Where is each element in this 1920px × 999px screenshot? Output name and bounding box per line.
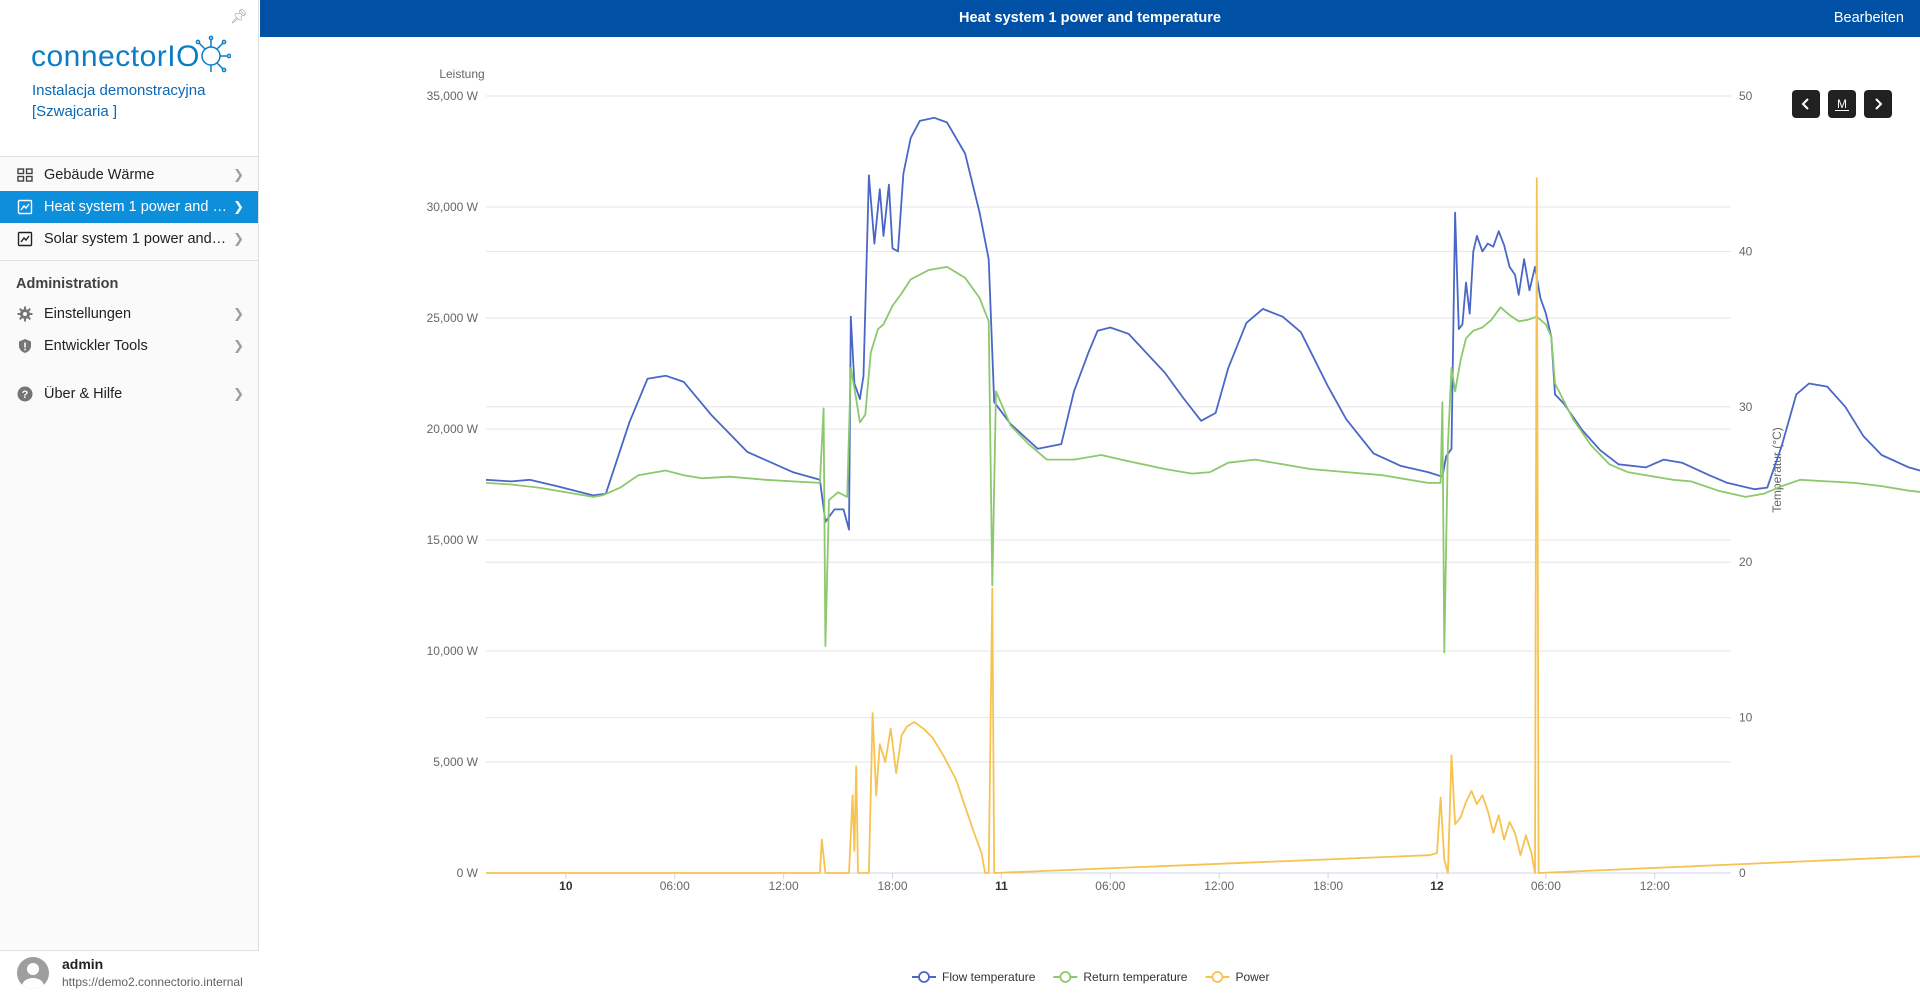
series-line-flow-temperature bbox=[485, 116, 1920, 531]
sidebar-item-label: Einstellungen bbox=[44, 306, 132, 322]
sidebar-item-label: Heat system 1 power and temperature bbox=[44, 199, 229, 215]
user-url: https://demo2.connectorio.internal bbox=[62, 975, 243, 989]
circuit-icon bbox=[195, 35, 231, 73]
y-axis-label: Leistung bbox=[439, 67, 484, 81]
y2-tick-label: 30 bbox=[1739, 400, 1753, 414]
page-title: Heat system 1 power and temperature bbox=[959, 10, 1221, 26]
y-tick-label: 35,000 W bbox=[427, 89, 479, 103]
pin-icon[interactable]: 📌︎ bbox=[230, 8, 248, 24]
admin-section-title: Administration bbox=[16, 276, 119, 292]
chart-icon bbox=[16, 198, 34, 216]
chevron-right-icon bbox=[1875, 98, 1883, 110]
chart-area: M 0 W 5,000 W 10,000 W 15,000 W 20,000 W 25,0… bbox=[260, 37, 1920, 994]
x-tick-label: 11 bbox=[995, 879, 1008, 893]
x-tick-label: 10 bbox=[559, 879, 573, 893]
sidebar-item-label: Solar system 1 power and temperature bbox=[44, 231, 229, 247]
connectorio-logo: connectorIO bbox=[31, 35, 231, 73]
chevron-left-icon bbox=[1801, 98, 1809, 110]
user-name: admin bbox=[62, 956, 104, 972]
series-line-power bbox=[486, 177, 1920, 874]
svg-text:?: ? bbox=[22, 389, 29, 401]
y-tick-label: 0 W bbox=[457, 866, 479, 880]
x-tick-label: 12:00 bbox=[1204, 879, 1234, 893]
chevron-right-icon: ❯ bbox=[233, 386, 244, 401]
shield-icon bbox=[16, 337, 34, 355]
chart-legend: Flow temperature Return temperature Power bbox=[912, 970, 1269, 984]
user-icon bbox=[22, 963, 44, 989]
sidebar-item-label: Entwickler Tools bbox=[44, 338, 148, 354]
y2-tick-label: 50 bbox=[1739, 89, 1753, 103]
y2-tick-label: 40 bbox=[1739, 244, 1753, 258]
y-axis-power: 0 W 5,000 W 10,000 W 15,000 W 20,000 W 25,000… bbox=[427, 89, 479, 880]
dashboard-nav: Gebäude Wärme ❯ Heat system 1 power and … bbox=[0, 157, 258, 255]
logo-area: 📌︎ connectorIO Instalacja demonstracyjna… bbox=[0, 0, 258, 157]
y2-tick-label: 10 bbox=[1739, 711, 1753, 725]
x-axis-time: 10 06:00 12:00 18:00 11 06:00 12:00 18:00 12 06:0… bbox=[559, 873, 1670, 893]
next-period-button[interactable] bbox=[1864, 90, 1892, 118]
y-tick-label: 15,000 W bbox=[427, 533, 479, 547]
y-tick-label: 30,000 W bbox=[427, 200, 479, 214]
y-tick-label: 5,000 W bbox=[433, 755, 478, 769]
legend-label: Power bbox=[1235, 970, 1269, 984]
sidebar-item-entwickler-tools[interactable]: Entwickler Tools ❯ bbox=[0, 330, 258, 362]
sidebar-item-heat-system[interactable]: Heat system 1 power and temperature ❯ bbox=[0, 191, 258, 223]
legend-label: Flow temperature bbox=[942, 970, 1036, 984]
divider bbox=[0, 260, 258, 261]
x-tick-label: 12:00 bbox=[1640, 879, 1670, 893]
legend-label: Return temperature bbox=[1083, 970, 1187, 984]
period-button[interactable]: M bbox=[1828, 90, 1856, 118]
x-tick-label: 06:00 bbox=[660, 879, 690, 893]
x-tick-label: 18:00 bbox=[878, 879, 908, 893]
user-area[interactable]: admin https://demo2.connectorio.internal bbox=[0, 950, 259, 994]
dashboard-grid-icon bbox=[16, 166, 34, 184]
sidebar-item-label: Gebäude Wärme bbox=[44, 167, 155, 183]
x-tick-label: 06:00 bbox=[1095, 879, 1125, 893]
legend-symbol-marker bbox=[918, 971, 930, 983]
y-tick-label: 10,000 W bbox=[427, 644, 479, 658]
edit-button[interactable]: Bearbeiten bbox=[1833, 10, 1904, 26]
gear-icon bbox=[16, 305, 34, 323]
chart-icon bbox=[16, 230, 34, 248]
chart-grid bbox=[486, 95, 1731, 874]
chevron-right-icon: ❯ bbox=[233, 167, 244, 182]
top-bar: Heat system 1 power and temperature Bear… bbox=[260, 0, 1920, 37]
legend-item[interactable]: Flow temperature bbox=[912, 970, 1036, 984]
sidebar-item-label: Über & Hilfe bbox=[44, 386, 123, 402]
x-tick-label: 18:00 bbox=[1313, 879, 1343, 893]
y2-tick-label: 20 bbox=[1739, 555, 1753, 569]
site-name[interactable]: Instalacja demonstracyjna [Szwajcaria ] bbox=[32, 82, 206, 120]
y2-tick-label: 0 bbox=[1739, 866, 1746, 880]
logo-text: connectorIO bbox=[31, 40, 200, 73]
sidebar-item-help[interactable]: ? Über & Hilfe ❯ bbox=[0, 378, 258, 410]
x-tick-label: 12:00 bbox=[769, 879, 799, 893]
chevron-right-icon: ❯ bbox=[233, 231, 244, 246]
period-label: M bbox=[1835, 96, 1849, 111]
avatar[interactable] bbox=[17, 957, 49, 989]
chevron-right-icon: ❯ bbox=[233, 306, 244, 321]
legend-symbol-marker bbox=[1211, 971, 1224, 983]
x-tick-label: 06:00 bbox=[1531, 879, 1561, 893]
sidebar: 📌︎ connectorIO Instalacja demonstracyjna… bbox=[0, 0, 259, 994]
spacer bbox=[0, 369, 258, 370]
line-chart: 0 W 5,000 W 10,000 W 15,000 W 20,000 W 25,000… bbox=[427, 67, 1920, 984]
y-axis-temperature: 0 10 20 30 40 50 bbox=[1739, 89, 1753, 880]
y-tick-label: 20,000 W bbox=[427, 422, 479, 436]
chart-series bbox=[485, 116, 1920, 874]
x-tick-label: 12 bbox=[1430, 879, 1444, 893]
sidebar-item-solar-system[interactable]: Solar system 1 power and temperature ❯ bbox=[0, 223, 258, 255]
sidebar-item-einstellungen[interactable]: Einstellungen ❯ bbox=[0, 298, 258, 330]
series-line-return-temperature bbox=[485, 265, 1920, 654]
legend-item[interactable]: Return temperature bbox=[1053, 970, 1188, 984]
y-tick-label: 25,000 W bbox=[427, 311, 479, 325]
previous-period-button[interactable] bbox=[1792, 90, 1820, 118]
chevron-right-icon: ❯ bbox=[233, 199, 244, 214]
chevron-right-icon: ❯ bbox=[233, 338, 244, 353]
help-icon: ? bbox=[16, 385, 34, 403]
legend-symbol-marker bbox=[1059, 971, 1072, 983]
sidebar-item-gebaude-warme[interactable]: Gebäude Wärme ❯ bbox=[0, 159, 258, 191]
legend-item[interactable]: Power bbox=[1205, 970, 1269, 984]
y2-axis-label: Temperatur (°C) bbox=[1770, 427, 1784, 512]
